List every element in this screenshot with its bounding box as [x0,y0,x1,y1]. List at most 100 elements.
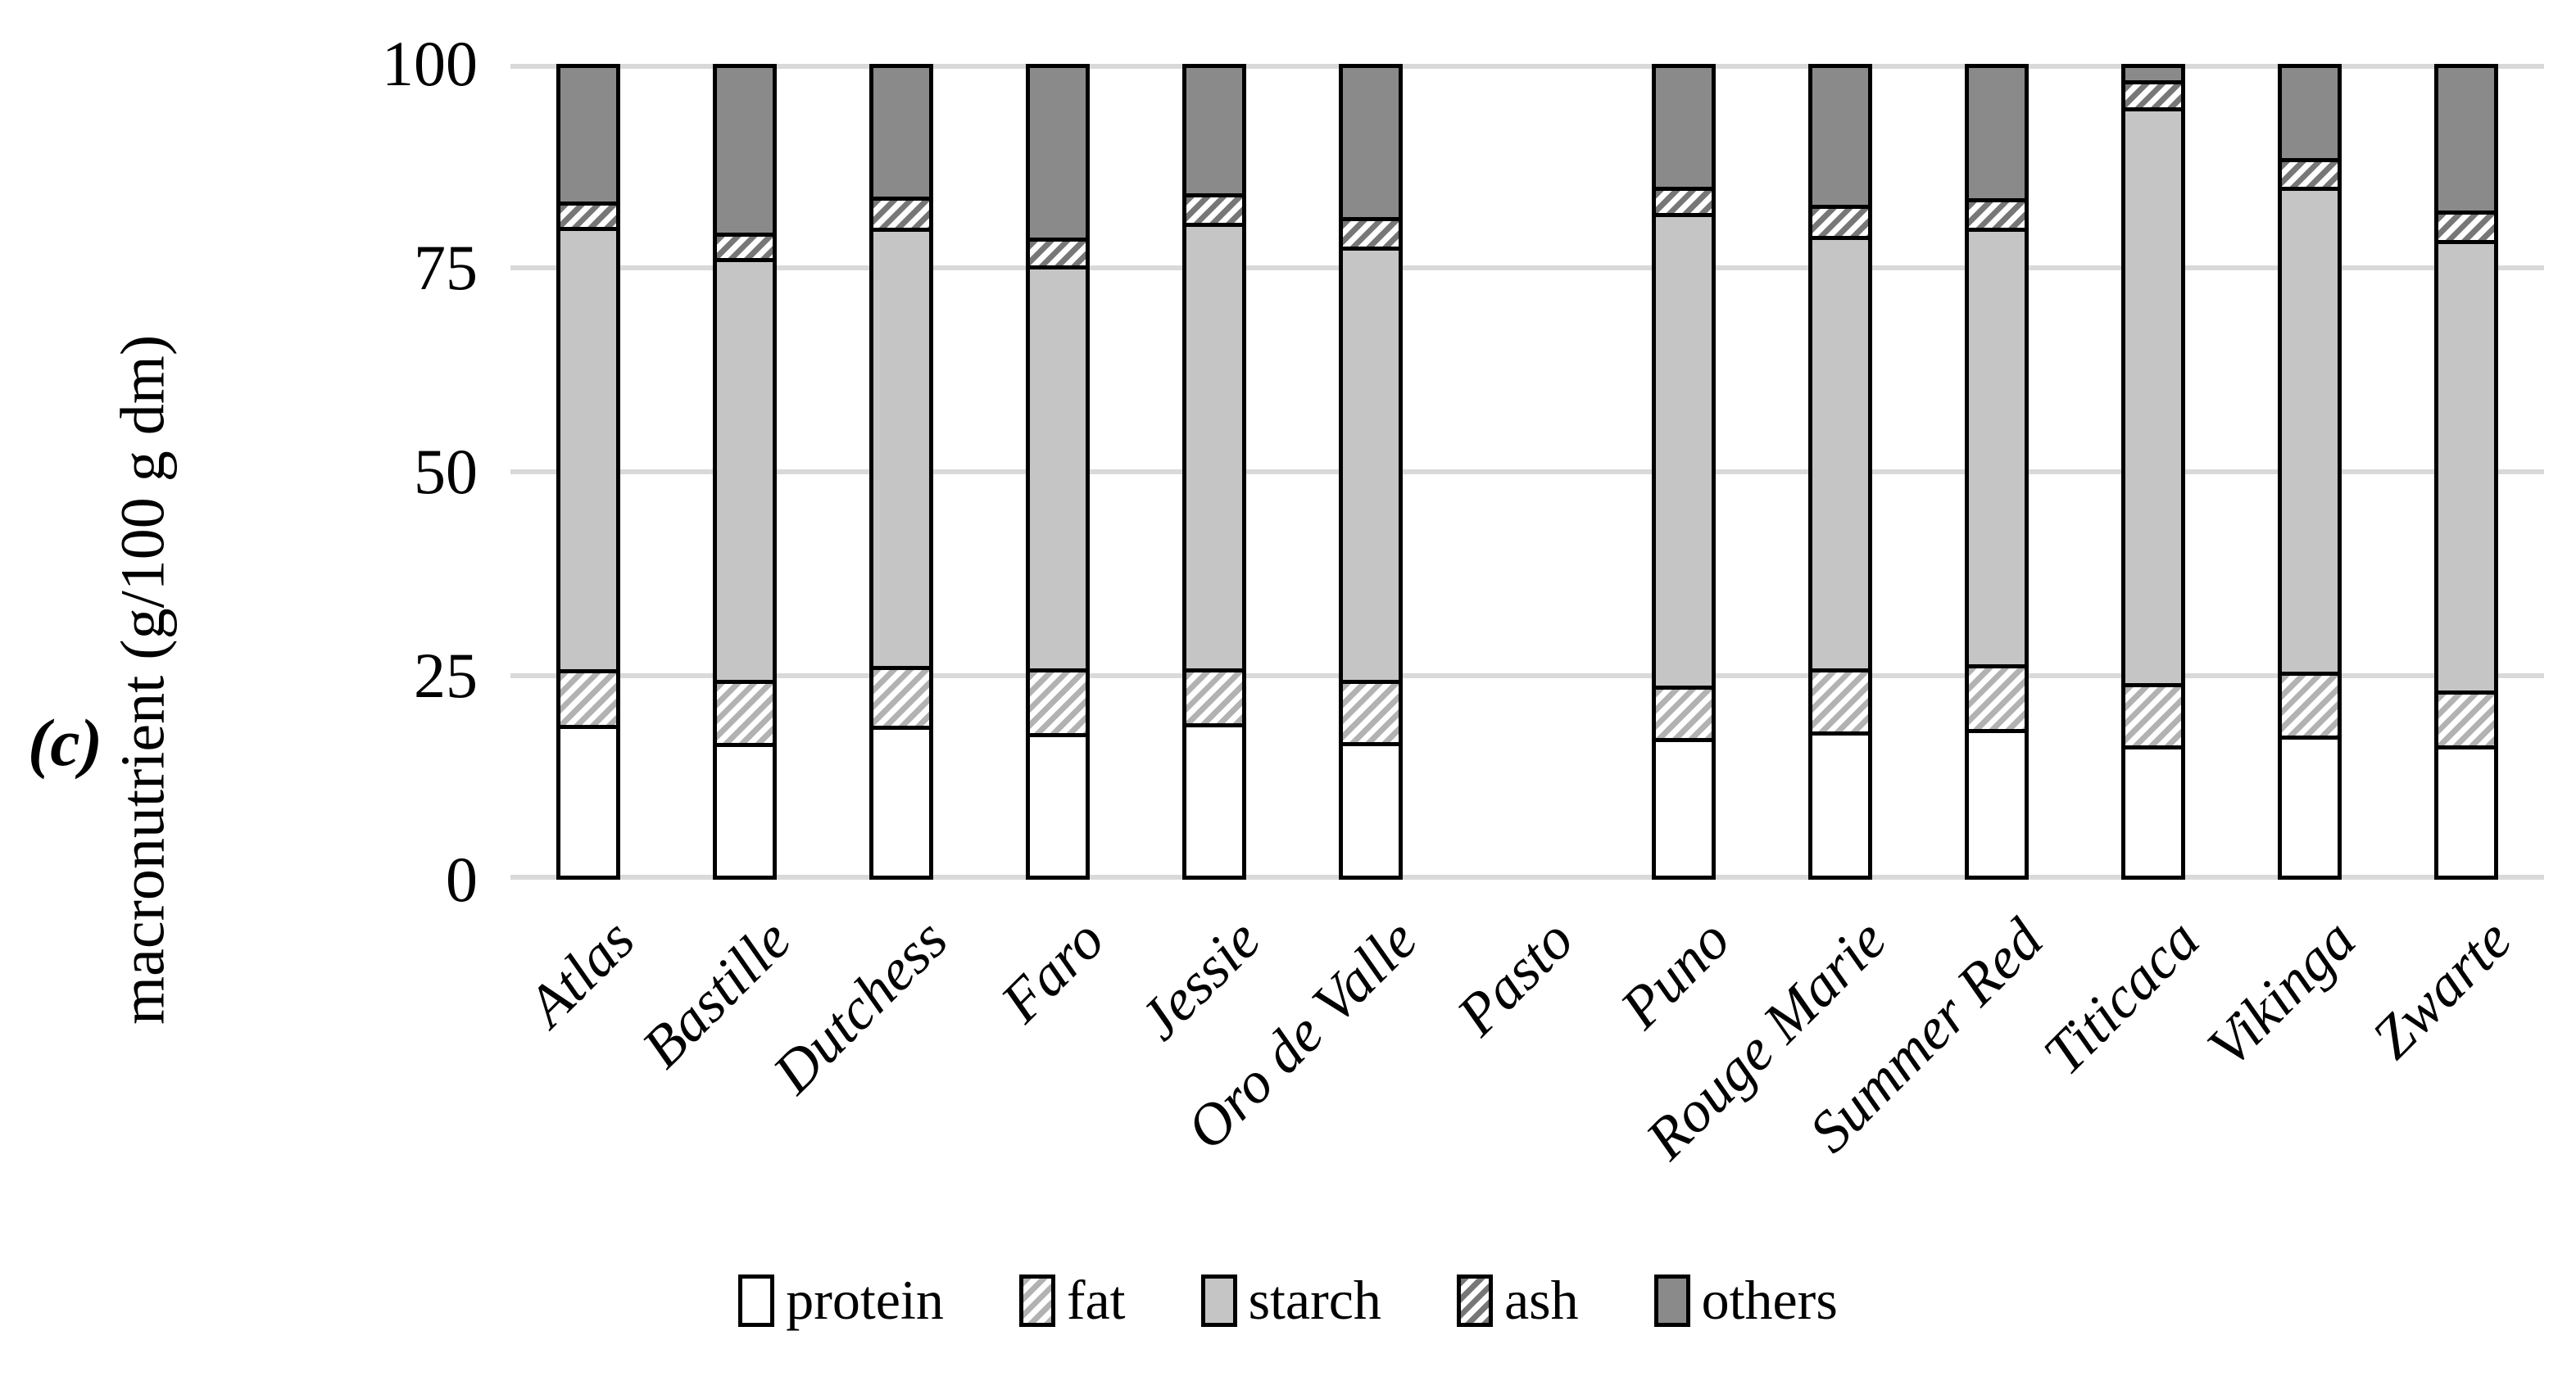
y-tick-label-25: 25 [414,640,478,711]
bar-segment-fat [1812,668,1868,732]
legend-label-protein: protein [786,1269,944,1331]
bar-segment-others [1968,68,2025,199]
bar-segment-others [873,68,930,197]
bar-segment-starch [2281,187,2338,672]
x-tick-label-vikinga: Vikinga [2194,906,2368,1080]
bar-segment-others [2438,68,2494,211]
bar-segment-protein [1343,741,1399,876]
bar-segment-starch [1968,228,2025,664]
bar-segment-protein [873,726,930,876]
bar-segment-ash [873,197,930,229]
bar-dutchess [869,64,934,880]
bar-segment-fat [1343,680,1399,742]
bar-segment-others [1030,68,1086,238]
bar-segment-ash [2125,80,2181,108]
x-tick-label-pasto: Pasto [1444,906,1586,1048]
legend-item-starch: starch [1200,1268,1381,1333]
bar-segment-others [560,68,617,202]
bar-segment-protein [560,725,617,876]
bar-segment-protein [2438,745,2494,876]
bar-segment-starch [717,258,773,681]
bar-segment-ash [2281,158,2338,188]
bar-segment-fat [1655,685,1712,738]
bar-segment-starch [2438,239,2494,690]
bar-segment-fat [560,668,617,726]
bar-segment-others [717,68,773,233]
bar-segment-fat [2125,682,2181,746]
bar-zwarte [2433,64,2498,880]
bar-segment-ash [1812,205,1868,236]
legend-item-fat: fat [1018,1268,1126,1333]
bar-summer-red [1964,64,2029,880]
legend-swatch-others [1653,1274,1690,1327]
bar-segment-ash [560,201,617,228]
bar-segment-others [1655,68,1712,187]
bar-segment-protein [1030,732,1086,876]
x-tick-label-faro: Faro [987,906,1117,1035]
gridline-0 [510,875,2544,880]
gridline-100 [510,64,2544,69]
bar-jessie [1182,64,1247,880]
bar-puno [1651,64,1716,880]
bar-segment-fat [1186,668,1243,724]
legend-swatch-protein [738,1274,775,1327]
gridline-25 [510,673,2544,678]
bar-segment-fat [717,680,773,743]
bar-segment-protein [2281,735,2338,876]
bar-segment-starch [1030,265,1086,668]
bar-segment-protein [1968,729,2025,876]
bar-segment-fat [2438,690,2494,746]
legend-label-ash: ash [1503,1269,1579,1331]
bar-segment-starch [873,228,930,666]
bar-segment-ash [717,232,773,258]
legend-swatch-starch [1200,1274,1237,1327]
bar-segment-fat [873,665,930,727]
bar-segment-ash [1030,237,1086,265]
bar-segment-ash [2438,210,2494,240]
y-tick-label-50: 50 [414,436,478,507]
bar-segment-fat [1030,668,1086,733]
legend-label-starch: starch [1248,1269,1381,1331]
bar-rouge-marie [1807,64,1872,880]
bar-segment-protein [1186,723,1243,876]
bar-segment-others [1186,68,1243,193]
bar-bastille [713,64,778,880]
legend: protein fat starch ash others [0,1268,2576,1333]
bar-segment-starch [560,227,617,669]
plot-area [510,64,2544,880]
bar-segment-fat [1968,663,2025,730]
gridline-75 [510,265,2544,270]
bar-segment-protein [1812,731,1868,876]
x-tick-label-puno: Puno [1608,906,1743,1041]
y-tick-label-100: 100 [382,28,478,99]
legend-item-ash: ash [1456,1268,1579,1333]
bar-segment-starch [1186,222,1243,668]
bar-vikinga [2277,64,2342,880]
bar-segment-starch [1812,235,1868,668]
x-tick-label-atlas: Atlas [515,906,647,1039]
bar-segment-fat [2281,672,2338,736]
legend-swatch-ash [1456,1274,1493,1327]
legend-swatch-fat [1018,1274,1055,1327]
bar-segment-others [1812,68,1868,206]
bar-atlas [556,64,621,880]
legend-label-others: others [1701,1269,1838,1331]
y-tick-label-75: 75 [414,232,478,303]
bar-segment-others [2125,68,2181,81]
legend-item-others: others [1653,1268,1838,1333]
bar-segment-protein [2125,745,2181,876]
panel-label: (c) [28,705,103,780]
legend-label-fat: fat [1066,1269,1126,1331]
bar-segment-starch [1343,246,1399,681]
bar-segment-ash [1343,216,1399,247]
legend-item-protein: protein [738,1268,944,1333]
bar-segment-ash [1655,186,1712,213]
bar-segment-others [1343,68,1399,217]
bar-segment-starch [1655,212,1712,686]
bar-segment-ash [1968,198,2025,229]
x-tick-label-titicaca: Titicaca [2030,906,2211,1088]
gridline-50 [510,469,2544,474]
bar-segment-starch [2125,107,2181,683]
bar-faro [1026,64,1091,880]
